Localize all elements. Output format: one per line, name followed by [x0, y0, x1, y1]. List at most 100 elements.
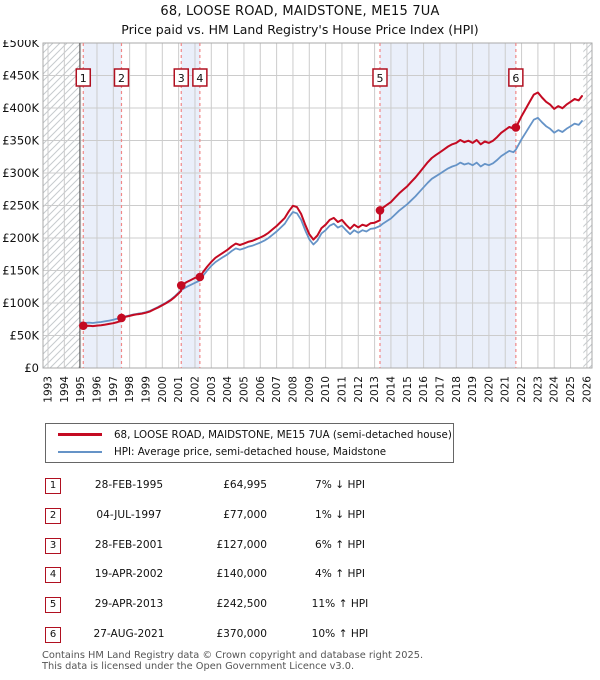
sale-marker-dot — [176, 281, 186, 290]
y-tick-label: £0 — [24, 361, 39, 375]
sale-price: £242,500 — [216, 598, 267, 611]
x-tick-label: 2025 — [565, 376, 577, 403]
table-row: 3 28-FEB-2001 £127,000 6% ↑ HPI — [0, 532, 600, 562]
legend-entry-hpi: HPI: Average price, semi-detached house,… — [46, 445, 453, 459]
x-tick-label: 2008 — [287, 376, 299, 403]
sale-marker-dot — [375, 206, 385, 215]
sale-number-badge: 6 — [45, 626, 61, 643]
page-subtitle: Price paid vs. HM Land Registry's House … — [121, 22, 479, 37]
x-tick-label: 1998 — [124, 376, 136, 403]
sale-price: £77,000 — [223, 508, 267, 521]
x-tick-label: 2001 — [173, 376, 185, 403]
sale-number-box — [113, 68, 130, 87]
x-tick-label: 2011 — [336, 376, 348, 403]
table-row: 4 19-APR-2002 £140,000 4% ↑ HPI — [0, 561, 600, 591]
sale-number-badge: 3 — [45, 537, 61, 554]
sale-number-box — [508, 68, 524, 87]
x-tick-label: 1996 — [91, 376, 103, 403]
x-tick-label: 2013 — [369, 376, 381, 403]
sale-marker-dot — [78, 321, 88, 331]
sale-marker-dot — [511, 123, 521, 132]
sale-number-badge: 1 — [45, 478, 61, 494]
sale-vs-hpi: 7% ↓ HPI — [315, 479, 365, 491]
sale-vs-hpi: 4% ↑ HPI — [315, 568, 365, 581]
x-tick-label: 2004 — [222, 376, 234, 403]
sale-price: £64,995 — [223, 479, 267, 491]
x-tick-label: 2014 — [385, 376, 397, 403]
plot-border — [42, 42, 593, 369]
x-tick-label: 2021 — [500, 376, 512, 403]
x-tick-label: 2023 — [532, 376, 544, 403]
x-tick-label: 1997 — [108, 376, 120, 403]
sale-vs-hpi: 10% ↑ HPI — [311, 627, 369, 640]
x-tick-label: 2022 — [516, 376, 528, 403]
table-row: 1 28-FEB-1995 £64,995 7% ↓ HPI — [0, 472, 600, 502]
sale-date: 28-FEB-1995 — [94, 479, 164, 491]
y-tick-label: £150K — [2, 264, 39, 278]
sale-date: 04-JUL-1997 — [96, 508, 162, 521]
x-tick-label: 1995 — [75, 376, 87, 403]
sale-number-label: 2 — [118, 72, 125, 85]
x-tick-label: 2018 — [451, 376, 463, 403]
legend-label-price-paid: 68, LOOSE ROAD, MAIDSTONE, ME15 7UA (sem… — [114, 428, 452, 441]
sale-number-label: 6 — [512, 72, 519, 85]
legend-swatch-price-paid — [58, 433, 102, 436]
table-row: 2 04-JUL-1997 £77,000 1% ↓ HPI — [0, 502, 600, 532]
y-tick-label: £400K — [2, 101, 39, 115]
sale-number-box — [173, 68, 190, 87]
sale-number-badge: 4 — [45, 567, 61, 584]
x-tick-label: 2016 — [418, 376, 430, 403]
sale-marker-dot — [117, 313, 126, 323]
sale-vs-hpi: 11% ↑ HPI — [311, 598, 369, 611]
x-tick-label: 2015 — [402, 376, 414, 403]
x-tick-label: 2017 — [434, 376, 446, 403]
x-tick-label: 2005 — [238, 376, 250, 403]
table-row: 6 27-AUG-2021 £370,000 10% ↑ HPI — [0, 621, 600, 651]
series-price_paid_68_loose_road — [82, 91, 583, 328]
sale-number-label: 4 — [196, 72, 203, 85]
sales-table: 1 28-FEB-1995 £64,995 7% ↓ HPI 2 04-JUL-… — [0, 472, 600, 651]
x-tick-label: 2002 — [189, 376, 201, 403]
x-tick-label: 1999 — [140, 376, 152, 403]
license-text-line1: Contains HM Land Registry data © Crown c… — [42, 650, 424, 661]
y-tick-label: £250K — [2, 199, 39, 213]
sale-date: 29-APR-2013 — [94, 598, 164, 611]
x-tick-label: 2010 — [320, 376, 332, 403]
y-tick-label: £100K — [2, 296, 39, 310]
sale-number-label: 5 — [376, 72, 383, 85]
sale-number-box — [192, 68, 208, 87]
table-row: 5 29-APR-2013 £242,500 11% ↑ HPI — [0, 591, 600, 621]
y-tick-label: £350K — [2, 134, 39, 148]
y-tick-label: £200K — [2, 231, 39, 245]
x-tick-label: 2020 — [483, 376, 495, 403]
sale-number-badge: 5 — [45, 597, 61, 614]
sale-number-box — [75, 68, 92, 87]
x-tick-label: 2003 — [206, 376, 218, 403]
chart-legend: 68, LOOSE ROAD, MAIDSTONE, ME15 7UA (sem… — [45, 423, 454, 463]
legend-entry-price-paid: 68, LOOSE ROAD, MAIDSTONE, ME15 7UA (sem… — [46, 428, 453, 442]
sale-price: £370,000 — [216, 627, 267, 640]
x-tick-label: 2012 — [353, 376, 365, 403]
sale-date: 27-AUG-2021 — [93, 627, 165, 640]
page-title: 68, LOOSE ROAD, MAIDSTONE, ME15 7UA — [160, 4, 440, 19]
sale-date: 28-FEB-2001 — [94, 538, 164, 551]
sale-number-label: 3 — [178, 72, 185, 85]
x-tick-label: 2026 — [581, 376, 593, 403]
x-tick-label: 2019 — [467, 376, 479, 403]
x-tick-label: 2006 — [255, 376, 267, 403]
y-tick-label: £450K — [2, 69, 39, 83]
legend-label-hpi: HPI: Average price, semi-detached house,… — [114, 445, 387, 458]
sale-price: £127,000 — [216, 538, 267, 551]
sale-marker-dot — [195, 272, 205, 282]
license-text-line2: This data is licensed under the Open Gov… — [42, 661, 355, 672]
sale-date: 19-APR-2002 — [94, 568, 164, 581]
x-tick-label: 2007 — [271, 376, 283, 403]
sale-number-badge: 2 — [45, 507, 61, 524]
y-tick-label: £50K — [10, 329, 40, 343]
y-tick-label: £500K — [2, 40, 39, 50]
x-tick-label: 2024 — [549, 376, 561, 403]
sale-number-label: 1 — [80, 72, 87, 85]
y-tick-label: £300K — [2, 166, 39, 180]
sale-vs-hpi: 6% ↑ HPI — [315, 538, 365, 551]
